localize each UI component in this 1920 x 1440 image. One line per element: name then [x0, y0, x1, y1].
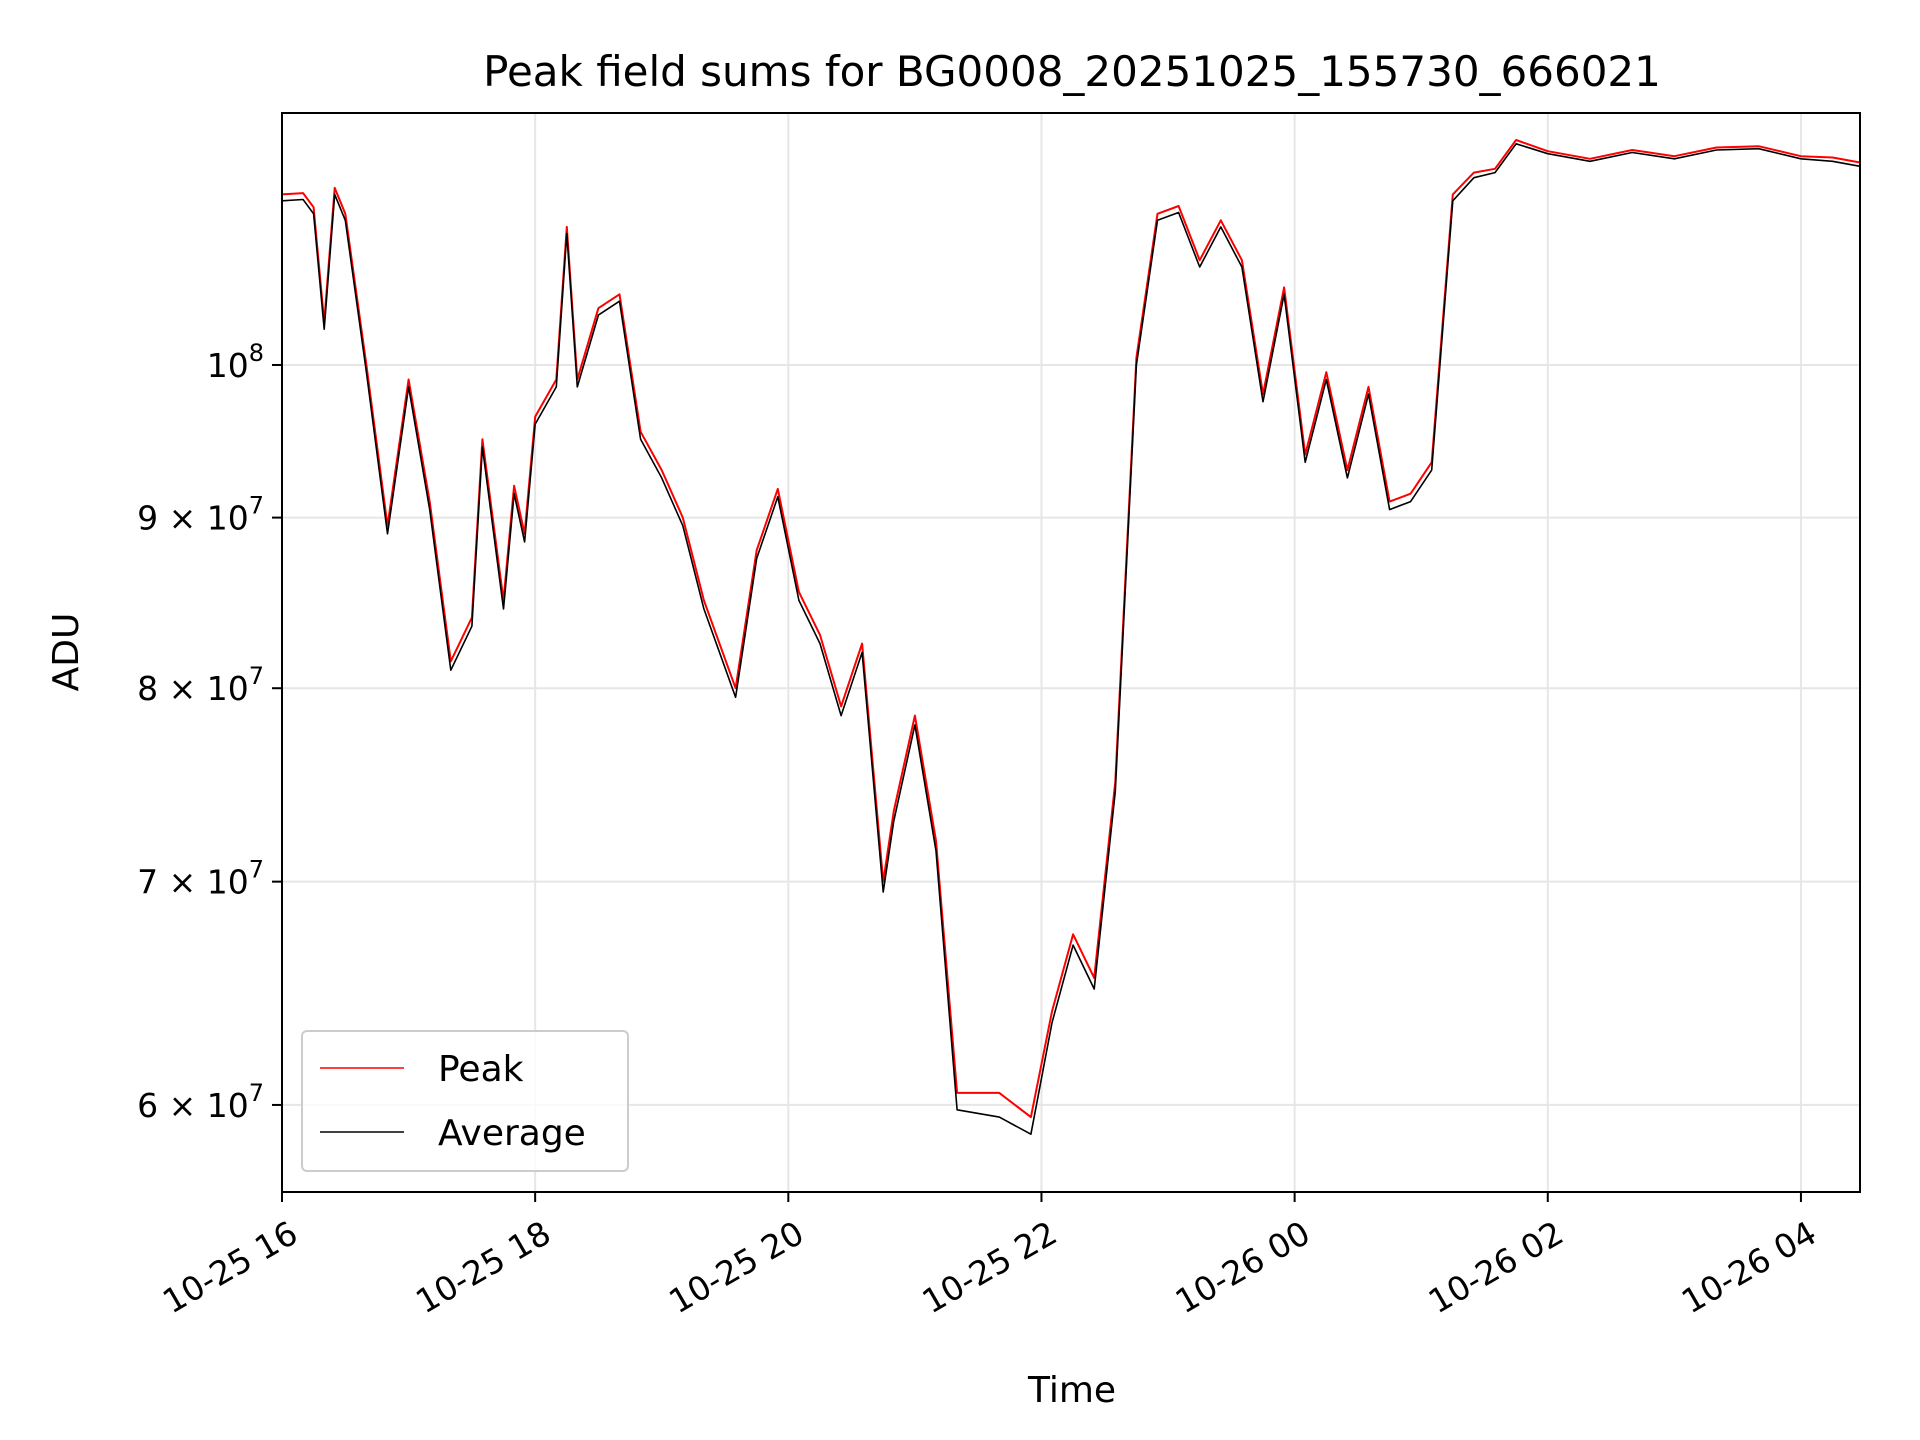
legend-box — [301, 1030, 629, 1172]
chart-title: Peak field sums for BG0008_20251025_1557… — [483, 47, 1661, 96]
y-tick-label-0: 108 — [207, 339, 264, 385]
x-axis: 10-25 16 10-25 18 10-25 20 10-25 22 10-26 00… — [156, 1192, 1823, 1321]
x-tick-label-6: 10-26 04 — [1675, 1213, 1823, 1321]
series-line-average — [281, 143, 1861, 1135]
legend-label-peak: Peak — [438, 1049, 524, 1090]
x-tick-label-3: 10-25 22 — [915, 1213, 1063, 1321]
y-tick-label-3: 7 × 107 — [137, 856, 264, 902]
legend: Peak Average — [301, 1030, 629, 1172]
plot-lines — [281, 139, 1861, 1135]
x-tick-label-1: 10-25 18 — [409, 1213, 557, 1321]
plot-area-frame — [281, 112, 1861, 1193]
y-tick-label-1: 9 × 107 — [137, 492, 264, 538]
series-line-peak — [281, 139, 1861, 1119]
x-tick-label-2: 10-25 20 — [662, 1213, 810, 1321]
x-tick-label-4: 10-26 00 — [1169, 1213, 1317, 1321]
x-tick-label-0: 10-25 16 — [156, 1213, 304, 1321]
y-tick-label-2: 8 × 107 — [137, 662, 264, 708]
legend-label-average: Average — [438, 1113, 586, 1154]
x-axis-label: Time — [1027, 1370, 1116, 1411]
x-tick-label-5: 10-26 02 — [1422, 1213, 1570, 1321]
y-axis: 108 9 × 107 8 × 107 7 × 107 6 × 107 — [137, 339, 282, 1125]
y-axis-label: ADU — [46, 613, 87, 692]
y-tick-label-4: 6 × 107 — [137, 1079, 264, 1125]
